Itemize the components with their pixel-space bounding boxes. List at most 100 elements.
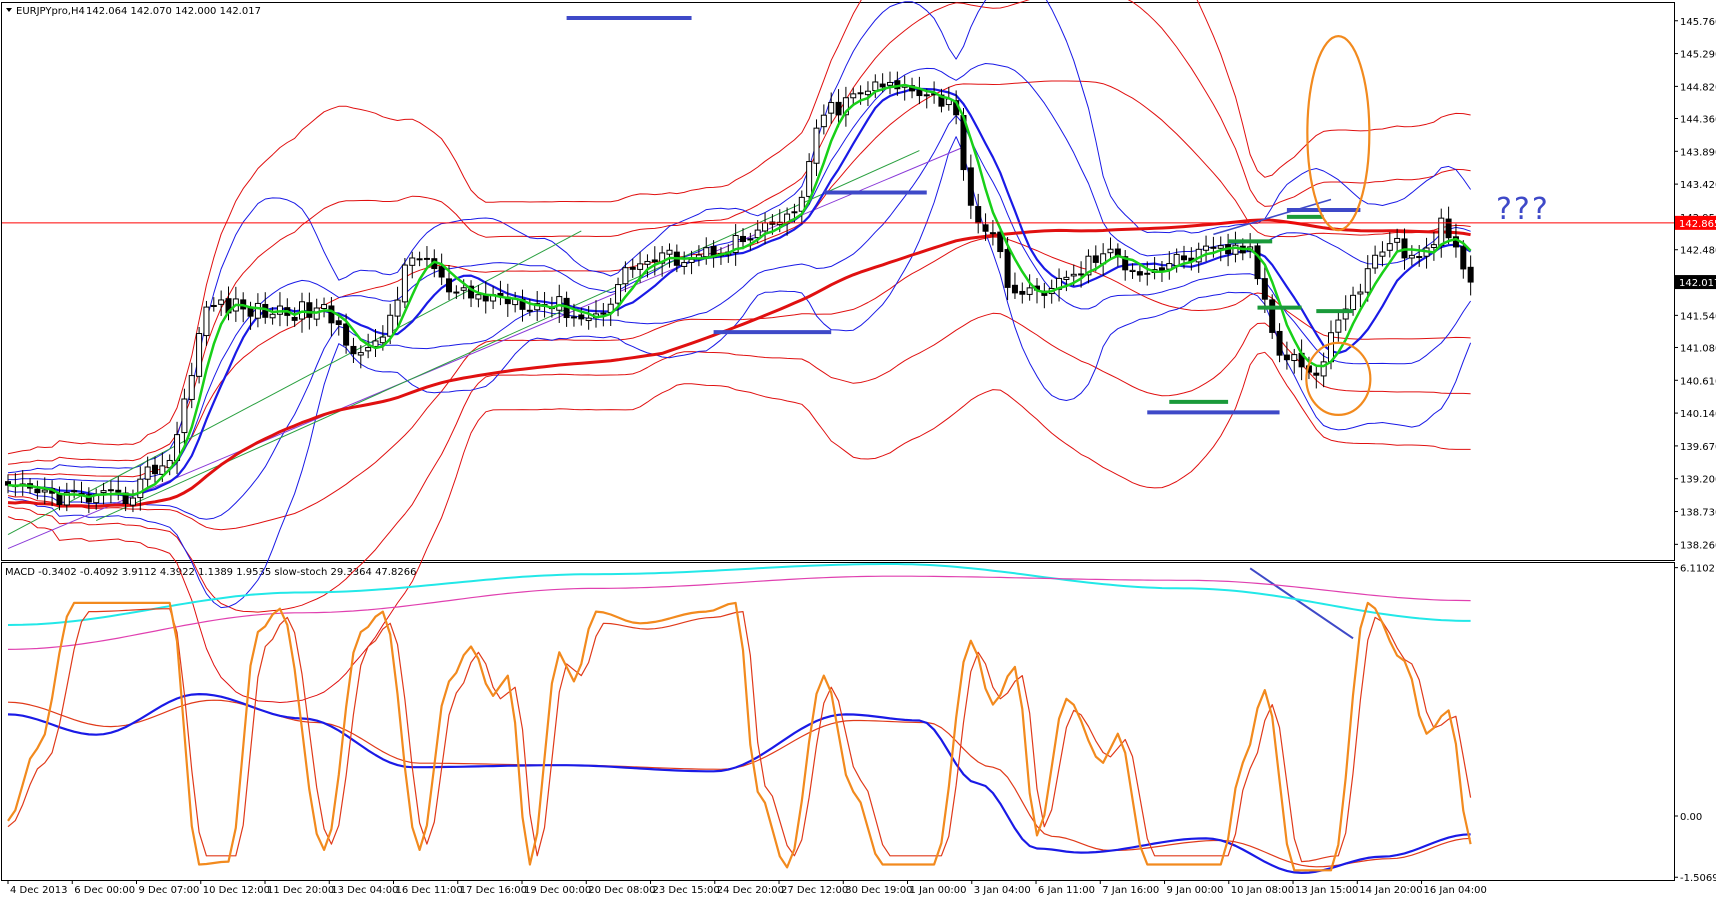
- trend-line-purple: [7, 146, 964, 549]
- candle-bull: [475, 294, 482, 300]
- price-tick-label: 142.480: [1680, 246, 1716, 257]
- main-header-ohlc: 142.064 142.070 142.000 142.017: [86, 6, 261, 17]
- candle-bear: [1181, 255, 1187, 261]
- macd-magenta-line: [7, 575, 1471, 650]
- candle-bear: [938, 94, 945, 107]
- candle-bear: [1467, 266, 1474, 283]
- candle-bear: [438, 266, 445, 278]
- candle-bull: [1203, 245, 1210, 251]
- candle-bull: [460, 287, 467, 291]
- candle-bull: [321, 304, 328, 310]
- time-tick-label: 10 Jan 08:00: [1231, 885, 1294, 896]
- candle-bull: [1379, 251, 1386, 257]
- time-tick-label: 6 Dec 00:00: [74, 885, 135, 896]
- candle-bull: [989, 232, 996, 235]
- time-tick-label: 16 Dec 11:00: [396, 885, 463, 896]
- candle-bear: [600, 312, 607, 315]
- time-tick-label: 4 Dec 2013: [10, 885, 68, 896]
- time-tick-label: 24 Dec 20:00: [717, 885, 784, 896]
- bollinger-red-upper: [7, 0, 1471, 455]
- price-tick-label: 145.760: [1680, 17, 1716, 28]
- candle-bull: [534, 303, 541, 311]
- candle-bear: [975, 206, 982, 224]
- price-tick-label: 141.080: [1680, 343, 1716, 354]
- candle-bull: [776, 221, 783, 226]
- main-price-axis: 145.760 145.290 144.820 144.360 143.890 143.4…: [1674, 17, 1716, 551]
- candle-bull: [703, 247, 710, 258]
- candle-bull: [409, 257, 416, 266]
- candle-bear: [328, 305, 335, 324]
- bollinger-red-bands: [7, 0, 1471, 703]
- candle-bear: [1261, 278, 1268, 300]
- macd-tick-label: 0.00: [1680, 812, 1702, 823]
- time-tick-label: 1 Jan 00:00: [910, 885, 967, 896]
- candle-bear: [1445, 218, 1452, 239]
- candle-bear: [34, 488, 41, 494]
- stoch-k-line: [7, 601, 1472, 872]
- price-tick-label: 139.670: [1680, 442, 1716, 453]
- time-tick-label: 16 Jan 04:00: [1424, 885, 1487, 896]
- candle-bear: [115, 489, 122, 493]
- candle-bull: [1291, 354, 1298, 362]
- candle-bull: [1357, 291, 1364, 295]
- candle-bull: [622, 267, 629, 285]
- time-tick-label: 27 Dec 12:00: [781, 885, 848, 896]
- candle-bull: [269, 313, 276, 319]
- candle-bull: [659, 252, 666, 264]
- ma-blue: [7, 87, 1472, 497]
- candle-bear: [1078, 273, 1085, 276]
- candle-bull: [203, 306, 210, 337]
- candle-bull: [1372, 254, 1379, 269]
- ma-green: [7, 83, 1472, 499]
- candle-bull: [416, 258, 423, 261]
- time-tick-label: 30 Dec 19:00: [845, 885, 912, 896]
- candle-bear: [71, 490, 78, 493]
- candle-bear: [1092, 255, 1099, 263]
- candle-bull: [453, 291, 460, 294]
- candle-bull: [1129, 269, 1136, 273]
- candle-bull: [159, 465, 166, 475]
- candle-bear: [210, 304, 217, 307]
- bollinger-red-lower: [7, 312, 1471, 613]
- candle-bear: [468, 285, 475, 299]
- stoch-d-line: [7, 608, 1472, 863]
- price-tick-label: 139.200: [1680, 475, 1716, 486]
- candle-bull: [188, 375, 195, 400]
- candle-bull: [1335, 319, 1342, 333]
- candle-bull: [196, 333, 203, 377]
- candle-bull: [387, 314, 394, 337]
- candle-bull: [254, 302, 261, 319]
- candle-bear: [1269, 299, 1276, 333]
- candle-bull: [1328, 332, 1334, 363]
- candle-bear: [1011, 284, 1018, 294]
- macd-axis: 6.1102 0.00 -1.5069: [1674, 564, 1716, 884]
- candle-bear: [916, 89, 923, 97]
- candle-bear: [446, 278, 452, 293]
- time-tick-label: 10 Dec 12:00: [203, 885, 270, 896]
- candle-bull: [137, 478, 144, 499]
- candle-bull: [357, 352, 364, 356]
- candle-bear: [291, 316, 298, 321]
- time-tick-label: 14 Jan 20:00: [1359, 885, 1422, 896]
- candle-bull: [798, 196, 805, 212]
- price-tick-label: 144.360: [1680, 114, 1716, 125]
- time-tick-label: 13 Jan 15:00: [1295, 885, 1358, 896]
- candle-bull: [63, 492, 70, 506]
- candle-bear: [247, 307, 254, 317]
- candle-bull: [1026, 287, 1033, 295]
- orange-ellipse-bottom: [1305, 341, 1372, 416]
- stoch-divergence-line: [1249, 567, 1354, 640]
- time-tick-label: 23 Dec 15:00: [653, 885, 720, 896]
- candle-bull: [688, 258, 695, 263]
- candle-bear: [152, 464, 158, 475]
- candle-bull: [754, 229, 761, 239]
- candle-bull: [394, 299, 401, 317]
- price-tick-label: 143.890: [1680, 147, 1716, 158]
- price-tick-label: 138.260: [1680, 540, 1716, 551]
- candle-bull: [644, 260, 651, 265]
- candle-bear: [1313, 372, 1320, 376]
- candle-bull: [1063, 276, 1070, 281]
- main-dropdown-icon[interactable]: [6, 8, 12, 12]
- candle-bear: [350, 345, 357, 355]
